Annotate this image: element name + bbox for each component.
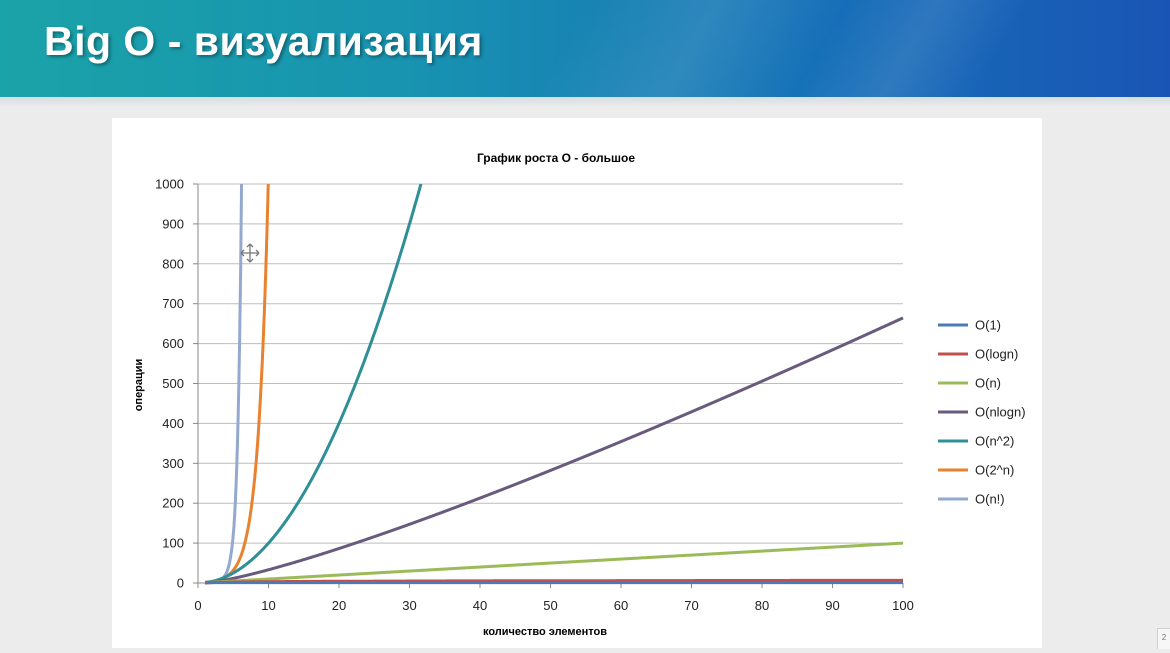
y-tick-label: 400 (162, 416, 184, 431)
x-tick-label: 70 (684, 598, 698, 613)
y-axis-ticks: 0 100 200 300 400 500 600 700 800 900 1000 (155, 177, 198, 591)
y-tick-label: 0 (177, 576, 184, 591)
y-tick-label: 200 (162, 496, 184, 511)
grid-lines (197, 183, 903, 584)
y-tick-label: 600 (162, 336, 184, 351)
y-tick-label: 700 (162, 296, 184, 311)
y-tick-label: 900 (162, 216, 184, 231)
x-tick-label: 80 (755, 598, 769, 613)
x-tick-label: 60 (614, 598, 628, 613)
legend-label: O(2^n) (975, 463, 1014, 478)
x-tick-label: 0 (194, 598, 201, 613)
legend-label: O(nlogn) (975, 405, 1026, 420)
y-tick-label: 500 (162, 376, 184, 391)
x-tick-label: 100 (892, 598, 914, 613)
legend: O(1) O(logn) O(n) O(nlogn) O(n^2) O(2^n) O(n!) (938, 318, 1026, 507)
x-tick-label: 30 (402, 598, 416, 613)
chart-area: График роста О - большое 0 100 200 300 400 50… (112, 118, 1042, 648)
x-tick-label: 40 (473, 598, 487, 613)
move-cursor-icon (240, 243, 260, 263)
slide-title: Big O - визуализация (44, 18, 483, 64)
legend-label: O(1) (975, 318, 1001, 333)
series-lines (203, 183, 905, 585)
series-line (203, 316, 905, 585)
legend-label: O(logn) (975, 347, 1018, 362)
x-tick-label: 20 (332, 598, 346, 613)
y-tick-label: 100 (162, 536, 184, 551)
x-axis-ticks: 0 10 20 30 40 50 60 70 80 90 100 (194, 583, 914, 613)
page-number: 2 (1157, 628, 1170, 649)
x-axis-label: количество элементов (483, 626, 607, 638)
title-banner: Big O - визуализация (0, 0, 1170, 97)
series-line (203, 183, 423, 585)
series-line (203, 541, 905, 585)
x-tick-label: 50 (543, 598, 557, 613)
chart-title: График роста О - большое (477, 151, 635, 165)
legend-label: O(n) (975, 376, 1001, 391)
banner-shadow (0, 97, 1170, 107)
legend-label: O(n^2) (975, 434, 1014, 449)
y-axis-label: операции (133, 359, 145, 412)
legend-label: O(n!) (975, 492, 1005, 507)
y-tick-label: 300 (162, 456, 184, 471)
x-tick-label: 90 (825, 598, 839, 613)
big-o-chart: График роста О - большое 010020030040050… (133, 151, 1026, 638)
x-tick-label: 10 (261, 598, 275, 613)
y-tick-label: 800 (162, 256, 184, 271)
y-tick-label: 1000 (155, 177, 184, 192)
